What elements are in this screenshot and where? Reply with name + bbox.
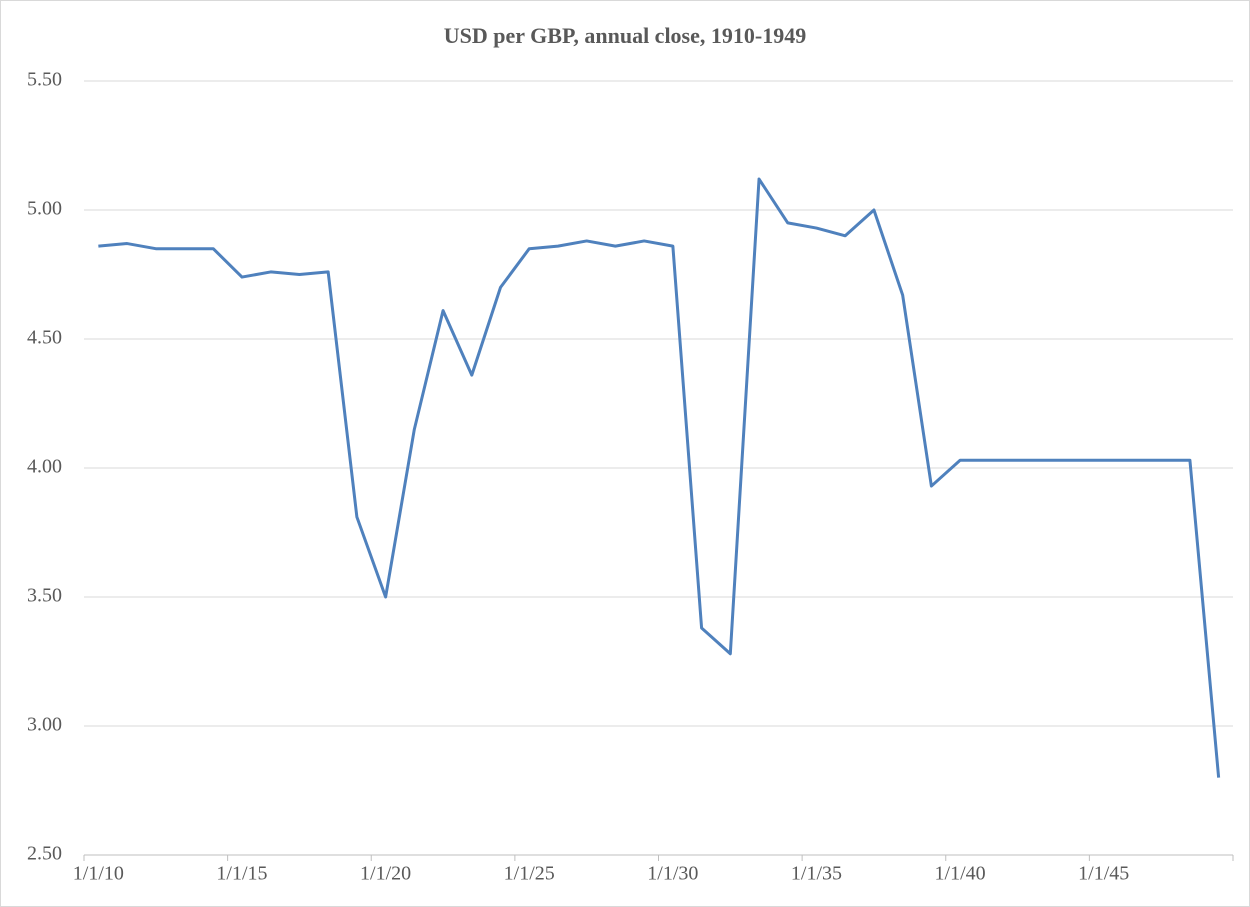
x-tick-label: 1/1/45 <box>1078 863 1129 885</box>
line <box>98 177 1221 778</box>
y-tick-label: 3.50 <box>27 585 62 607</box>
chart-title: USD per GBP, annual close, 1910-1949 <box>444 23 806 48</box>
x-tick-label: 1/1/20 <box>360 863 411 885</box>
y-tick-label: 5.00 <box>27 198 62 220</box>
y-tick-label: 4.00 <box>27 456 62 478</box>
y-tick-label: 5.50 <box>27 69 62 91</box>
x-tick-label: 1/1/30 <box>647 863 698 885</box>
x-tick-label: 1/1/10 <box>73 863 124 885</box>
x-tick-label: 1/1/15 <box>216 863 267 885</box>
x-tick-label: 1/1/25 <box>504 863 555 885</box>
y-tick-label: 2.50 <box>27 843 62 865</box>
x-tick-label: 1/1/40 <box>935 863 986 885</box>
y-tick-label: 3.00 <box>27 714 62 736</box>
y-tick-label: 4.50 <box>27 327 62 349</box>
x-tick-label: 1/1/35 <box>791 863 842 885</box>
